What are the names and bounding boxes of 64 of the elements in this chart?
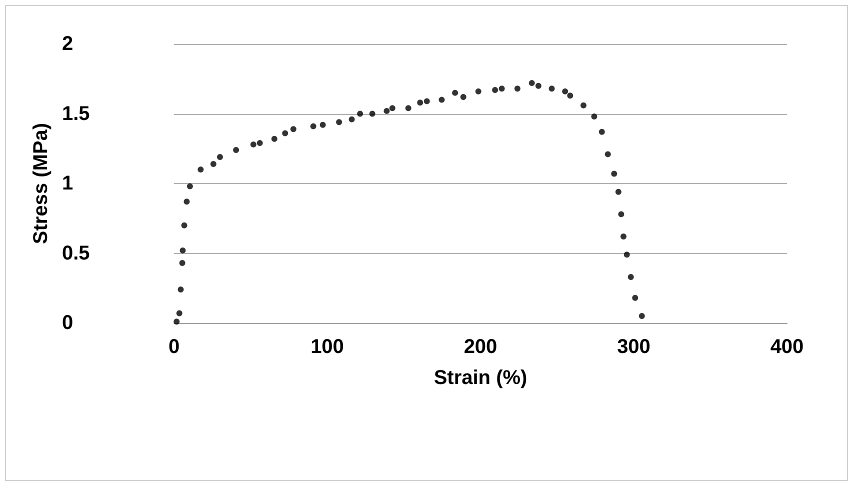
point xyxy=(180,247,186,254)
point xyxy=(369,110,376,117)
point xyxy=(580,102,586,108)
point xyxy=(320,122,326,128)
point xyxy=(632,294,638,301)
x-tick-label: 400 xyxy=(770,336,804,358)
point xyxy=(184,198,190,205)
point xyxy=(282,130,288,136)
point xyxy=(384,108,390,114)
point xyxy=(548,86,555,92)
point xyxy=(618,211,624,218)
point xyxy=(528,80,535,86)
point xyxy=(567,92,574,99)
x-tick-label: 300 xyxy=(617,336,650,358)
point xyxy=(624,252,630,258)
point xyxy=(389,105,396,112)
point xyxy=(179,260,186,266)
point xyxy=(181,222,188,228)
point xyxy=(492,87,498,94)
point xyxy=(357,110,364,117)
point xyxy=(290,126,296,132)
point xyxy=(638,313,645,320)
point xyxy=(271,136,278,142)
point xyxy=(535,82,542,89)
point xyxy=(475,88,482,94)
y-tick-label: 0.5 xyxy=(62,242,90,264)
point xyxy=(216,154,223,160)
x-tick-label: 200 xyxy=(464,336,498,358)
point xyxy=(210,160,216,167)
point xyxy=(186,183,193,190)
point xyxy=(498,86,505,92)
point xyxy=(562,88,568,94)
point xyxy=(233,147,240,154)
y-tick-label: 1.5 xyxy=(62,102,90,125)
y-tick-label: 0 xyxy=(62,312,74,334)
point xyxy=(604,151,611,158)
point xyxy=(176,310,182,316)
point xyxy=(178,286,184,293)
point xyxy=(598,128,605,135)
point xyxy=(452,90,458,96)
point xyxy=(611,170,618,177)
point xyxy=(310,123,316,130)
point xyxy=(620,234,626,240)
point xyxy=(628,274,634,280)
point xyxy=(615,188,622,195)
point xyxy=(198,166,204,173)
y-tick-label: 2 xyxy=(62,33,74,55)
point xyxy=(405,105,412,112)
point xyxy=(591,114,598,120)
x-tick-label: 100 xyxy=(310,336,344,358)
point xyxy=(336,119,342,126)
x-axis-title: Strain (%) xyxy=(434,367,528,389)
point xyxy=(174,318,180,325)
point xyxy=(460,94,466,100)
point xyxy=(348,116,355,122)
point xyxy=(417,100,424,106)
point xyxy=(250,141,256,148)
point xyxy=(256,140,263,146)
x-tick-label: 0 xyxy=(168,336,180,358)
point xyxy=(438,96,445,103)
y-axis-title: Stress (MPa) xyxy=(30,122,52,244)
y-tick-label: 1 xyxy=(62,172,74,194)
point xyxy=(514,86,520,92)
point xyxy=(424,98,430,104)
